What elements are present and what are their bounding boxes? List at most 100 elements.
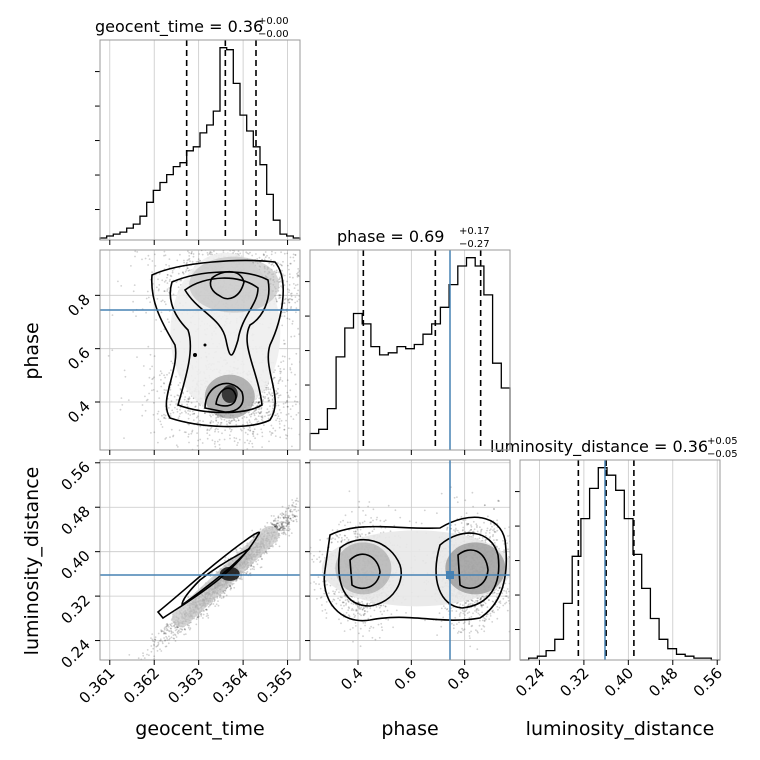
- sample-point: [260, 415, 263, 418]
- sample-point: [256, 258, 259, 260]
- sample-point: [146, 398, 149, 401]
- sample-point: [290, 427, 293, 430]
- sample-point: [264, 216, 266, 218]
- sample-point: [279, 296, 282, 299]
- sample-point: [157, 441, 159, 444]
- sample-point: [287, 525, 290, 528]
- sample-point: [283, 424, 286, 427]
- sample-point: [177, 630, 180, 633]
- sample-point: [306, 499, 308, 501]
- sample-point: [248, 572, 251, 575]
- sample-point: [252, 224, 254, 226]
- sample-point: [159, 370, 162, 373]
- sample-point: [207, 614, 210, 617]
- sample-point: [261, 415, 264, 417]
- sample-point: [164, 414, 167, 417]
- sample-point: [287, 522, 290, 524]
- sample-point: [186, 405, 189, 408]
- sample-point: [291, 298, 294, 301]
- sample-point: [145, 311, 148, 314]
- sample-point: [295, 352, 298, 355]
- sample-point: [240, 578, 243, 581]
- sample-point: [321, 482, 323, 484]
- sample-point: [209, 422, 212, 425]
- sample-point: [264, 251, 267, 253]
- sample-point: [135, 315, 137, 317]
- sample-point: [168, 280, 171, 282]
- sample-point: [169, 211, 171, 213]
- sample-point: [258, 401, 260, 404]
- sample-point: [160, 630, 163, 633]
- sample-point: [177, 286, 180, 289]
- sample-point: [169, 627, 172, 630]
- sample-point: [169, 412, 172, 415]
- sample-point: [279, 376, 282, 379]
- sample-point: [284, 522, 287, 524]
- sample-point: [152, 647, 155, 650]
- sample-point: [197, 439, 200, 442]
- sample-point: [275, 390, 278, 392]
- sample-point: [107, 355, 110, 357]
- sample-point: [166, 629, 168, 632]
- title-luminosity_distance-plus: +0.05: [707, 436, 738, 447]
- sample-point: [163, 290, 166, 293]
- sample-point: [157, 278, 159, 281]
- sample-point: [183, 431, 186, 433]
- sample-point: [318, 310, 320, 312]
- sample-point: [230, 587, 233, 589]
- sample-point: [153, 643, 155, 646]
- sample-point: [253, 412, 256, 415]
- sample-point: [278, 294, 281, 297]
- sample-point: [275, 414, 277, 417]
- sample-point: [243, 571, 246, 574]
- sample-point: [265, 551, 268, 553]
- sample-point: [167, 629, 170, 632]
- sample-point: [294, 284, 297, 287]
- sample-point: [163, 382, 165, 384]
- sample-point: [132, 311, 135, 313]
- sample-point: [170, 636, 173, 639]
- sample-point: [338, 408, 340, 410]
- sample-point: [240, 575, 242, 578]
- sample-point: [292, 520, 295, 522]
- sample-point: [285, 514, 287, 517]
- sample-point: [179, 279, 182, 282]
- sample-point: [248, 419, 251, 422]
- sample-point: [314, 423, 316, 425]
- sample-point: [284, 511, 287, 513]
- sample-point: [252, 430, 254, 433]
- sample-point: [268, 392, 271, 395]
- sample-point: [261, 417, 264, 419]
- sample-point: [295, 403, 297, 406]
- sample-point: [199, 425, 202, 428]
- sample-point: [161, 642, 164, 645]
- sample-point: [293, 509, 295, 511]
- sample-point: [175, 444, 178, 447]
- sample-point: [210, 602, 213, 604]
- sample-point: [283, 284, 286, 286]
- sample-point: [297, 271, 299, 274]
- sample-point: [117, 280, 119, 283]
- sample-point: [209, 244, 211, 246]
- sample-point: [255, 412, 258, 414]
- sample-point: [305, 305, 307, 307]
- sample-point: [245, 416, 248, 419]
- sample-point: [267, 386, 269, 389]
- sample-point: [254, 409, 256, 412]
- sample-point: [214, 605, 217, 607]
- sample-point: [283, 428, 286, 431]
- sample-point: [205, 615, 208, 617]
- sample-point: [254, 418, 256, 421]
- sample-point: [271, 394, 274, 397]
- sample-point: [281, 529, 284, 531]
- sample-point: [294, 395, 297, 398]
- sample-point: [255, 408, 258, 411]
- sample-point: [143, 384, 146, 387]
- sample-point: [206, 428, 209, 431]
- sample-point: [283, 343, 285, 345]
- sample-point: [312, 261, 314, 263]
- sample-point: [202, 617, 204, 619]
- sample-point: [170, 630, 173, 632]
- sample-point: [290, 295, 293, 298]
